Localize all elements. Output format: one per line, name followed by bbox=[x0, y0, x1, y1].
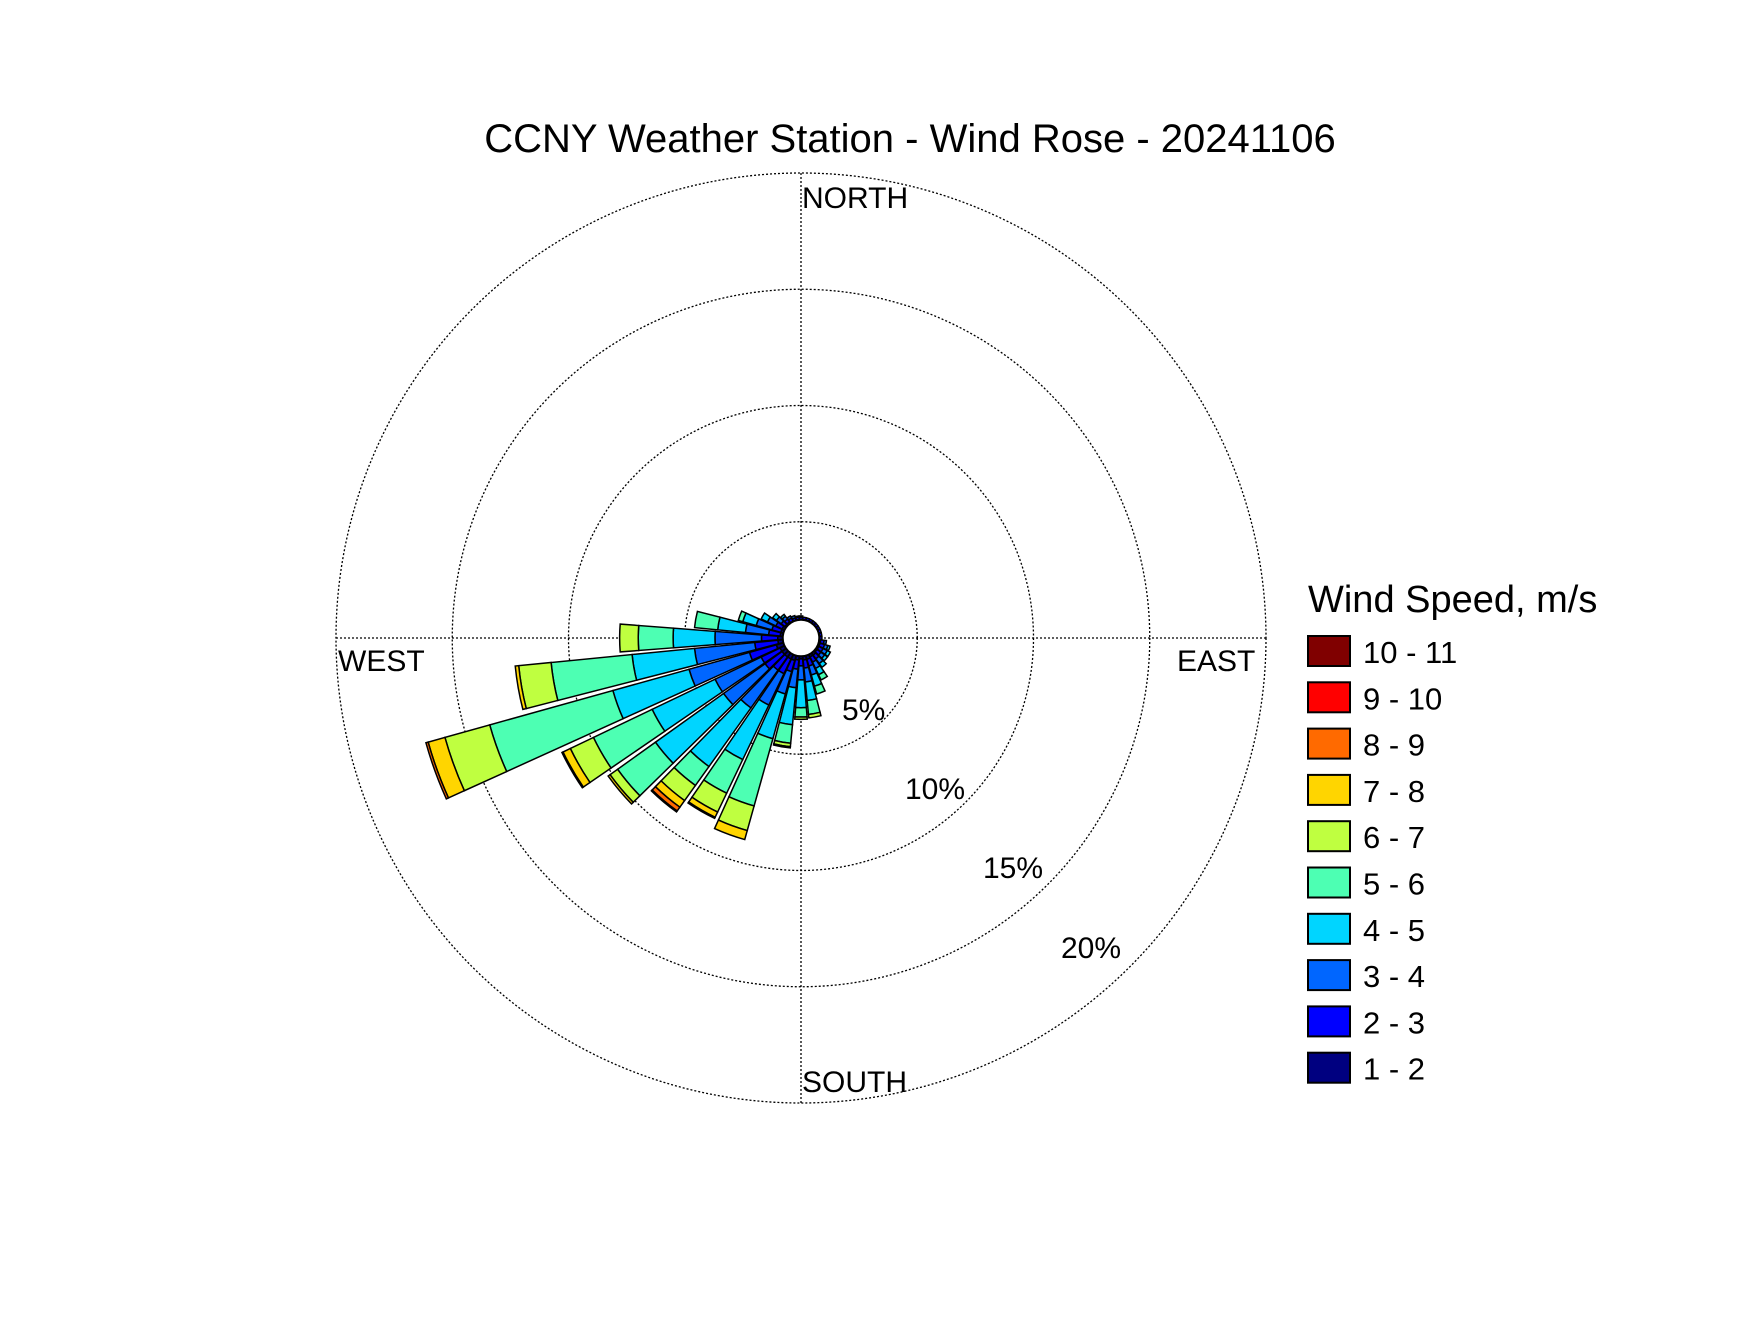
sector-170-bin-6 bbox=[807, 711, 822, 719]
chart-title: CCNY Weather Station - Wind Rose - 20241… bbox=[484, 117, 1336, 161]
sector-190-bin-5 bbox=[773, 721, 794, 745]
wind-sectors bbox=[424, 610, 832, 841]
legend-label-7: 4 - 5 bbox=[1363, 913, 1425, 948]
ring-label-5: 5% bbox=[842, 694, 885, 727]
legend-label-8: 3 - 4 bbox=[1363, 959, 1425, 994]
sector-310-bin-4 bbox=[771, 612, 781, 622]
sector-220-bin-9 bbox=[650, 788, 679, 813]
sector-290-bin-5 bbox=[737, 610, 747, 623]
legend-label-1: 10 - 11 bbox=[1363, 635, 1457, 670]
calm-circle bbox=[781, 618, 821, 658]
ring-label-20: 20% bbox=[1061, 932, 1121, 965]
sector-180-bin-4 bbox=[794, 678, 808, 709]
legend-swatch-8 bbox=[1307, 959, 1351, 992]
sector-270-bin-6 bbox=[618, 623, 640, 653]
sector-280-bin-5 bbox=[693, 610, 721, 631]
legend-swatch-10 bbox=[1307, 1051, 1351, 1084]
sector-320-bin-4 bbox=[779, 613, 787, 620]
legend-swatch-1 bbox=[1307, 635, 1351, 667]
sector-150-bin-5 bbox=[817, 670, 829, 681]
legend-swatch-6 bbox=[1307, 866, 1351, 899]
sector-330-bin-3 bbox=[786, 614, 793, 621]
legend-swatch-5 bbox=[1307, 820, 1351, 853]
sector-140-bin-4 bbox=[818, 659, 828, 669]
sector-190-bin-7 bbox=[772, 742, 792, 749]
legend-label-5: 6 - 7 bbox=[1363, 820, 1425, 855]
sector-160-bin-5 bbox=[813, 682, 827, 695]
legend-label-4: 7 - 8 bbox=[1363, 774, 1425, 809]
legend-swatch-9 bbox=[1307, 1005, 1351, 1038]
sector-300-bin-4 bbox=[760, 612, 772, 623]
legend-label-10: 1 - 2 bbox=[1363, 1052, 1425, 1087]
ring-label-10: 10% bbox=[905, 773, 965, 806]
compass-north-label: NORTH bbox=[802, 182, 908, 215]
legend-label-2: 9 - 10 bbox=[1363, 681, 1442, 716]
sector-260-bin-7 bbox=[514, 664, 528, 711]
sector-250-bin-8 bbox=[424, 741, 450, 800]
legend-swatch-3 bbox=[1307, 727, 1351, 760]
compass-west-label: WEST bbox=[338, 645, 425, 678]
legend-swatch-7 bbox=[1307, 912, 1351, 945]
sector-240-bin-8 bbox=[560, 751, 585, 789]
sector-230-bin-7 bbox=[607, 773, 635, 805]
sector-340-bin-3 bbox=[790, 614, 797, 620]
sector-270-bin-5 bbox=[637, 624, 675, 652]
sector-350-bin-3 bbox=[794, 615, 800, 619]
legend-label-9: 2 - 3 bbox=[1363, 1005, 1425, 1040]
legend-title: Wind Speed, m/s bbox=[1308, 579, 1597, 621]
overlay bbox=[781, 618, 821, 658]
compass-east-label: EAST bbox=[1177, 645, 1255, 678]
ring-label-15: 15% bbox=[983, 852, 1043, 885]
sector-200-bin-7 bbox=[713, 819, 749, 841]
legend-label-3: 8 - 9 bbox=[1363, 728, 1425, 763]
compass-south-label: SOUTH bbox=[802, 1066, 907, 1099]
sector-210-bin-8 bbox=[686, 800, 717, 820]
legend-swatch-4 bbox=[1307, 773, 1351, 806]
legend-swatch-2 bbox=[1307, 681, 1351, 714]
sector-270-bin-4 bbox=[672, 627, 717, 649]
sector-0-bin-3 bbox=[798, 615, 804, 618]
legend: 10 - 11 9 - 10 8 - 9 7 - 8 6 - 7 5 - 6 4 - 5 3 … bbox=[1307, 635, 1457, 1087]
legend-label-6: 5 - 6 bbox=[1363, 867, 1425, 902]
sector-180-bin-6 bbox=[793, 716, 809, 721]
sector-180-bin-5 bbox=[794, 706, 808, 718]
